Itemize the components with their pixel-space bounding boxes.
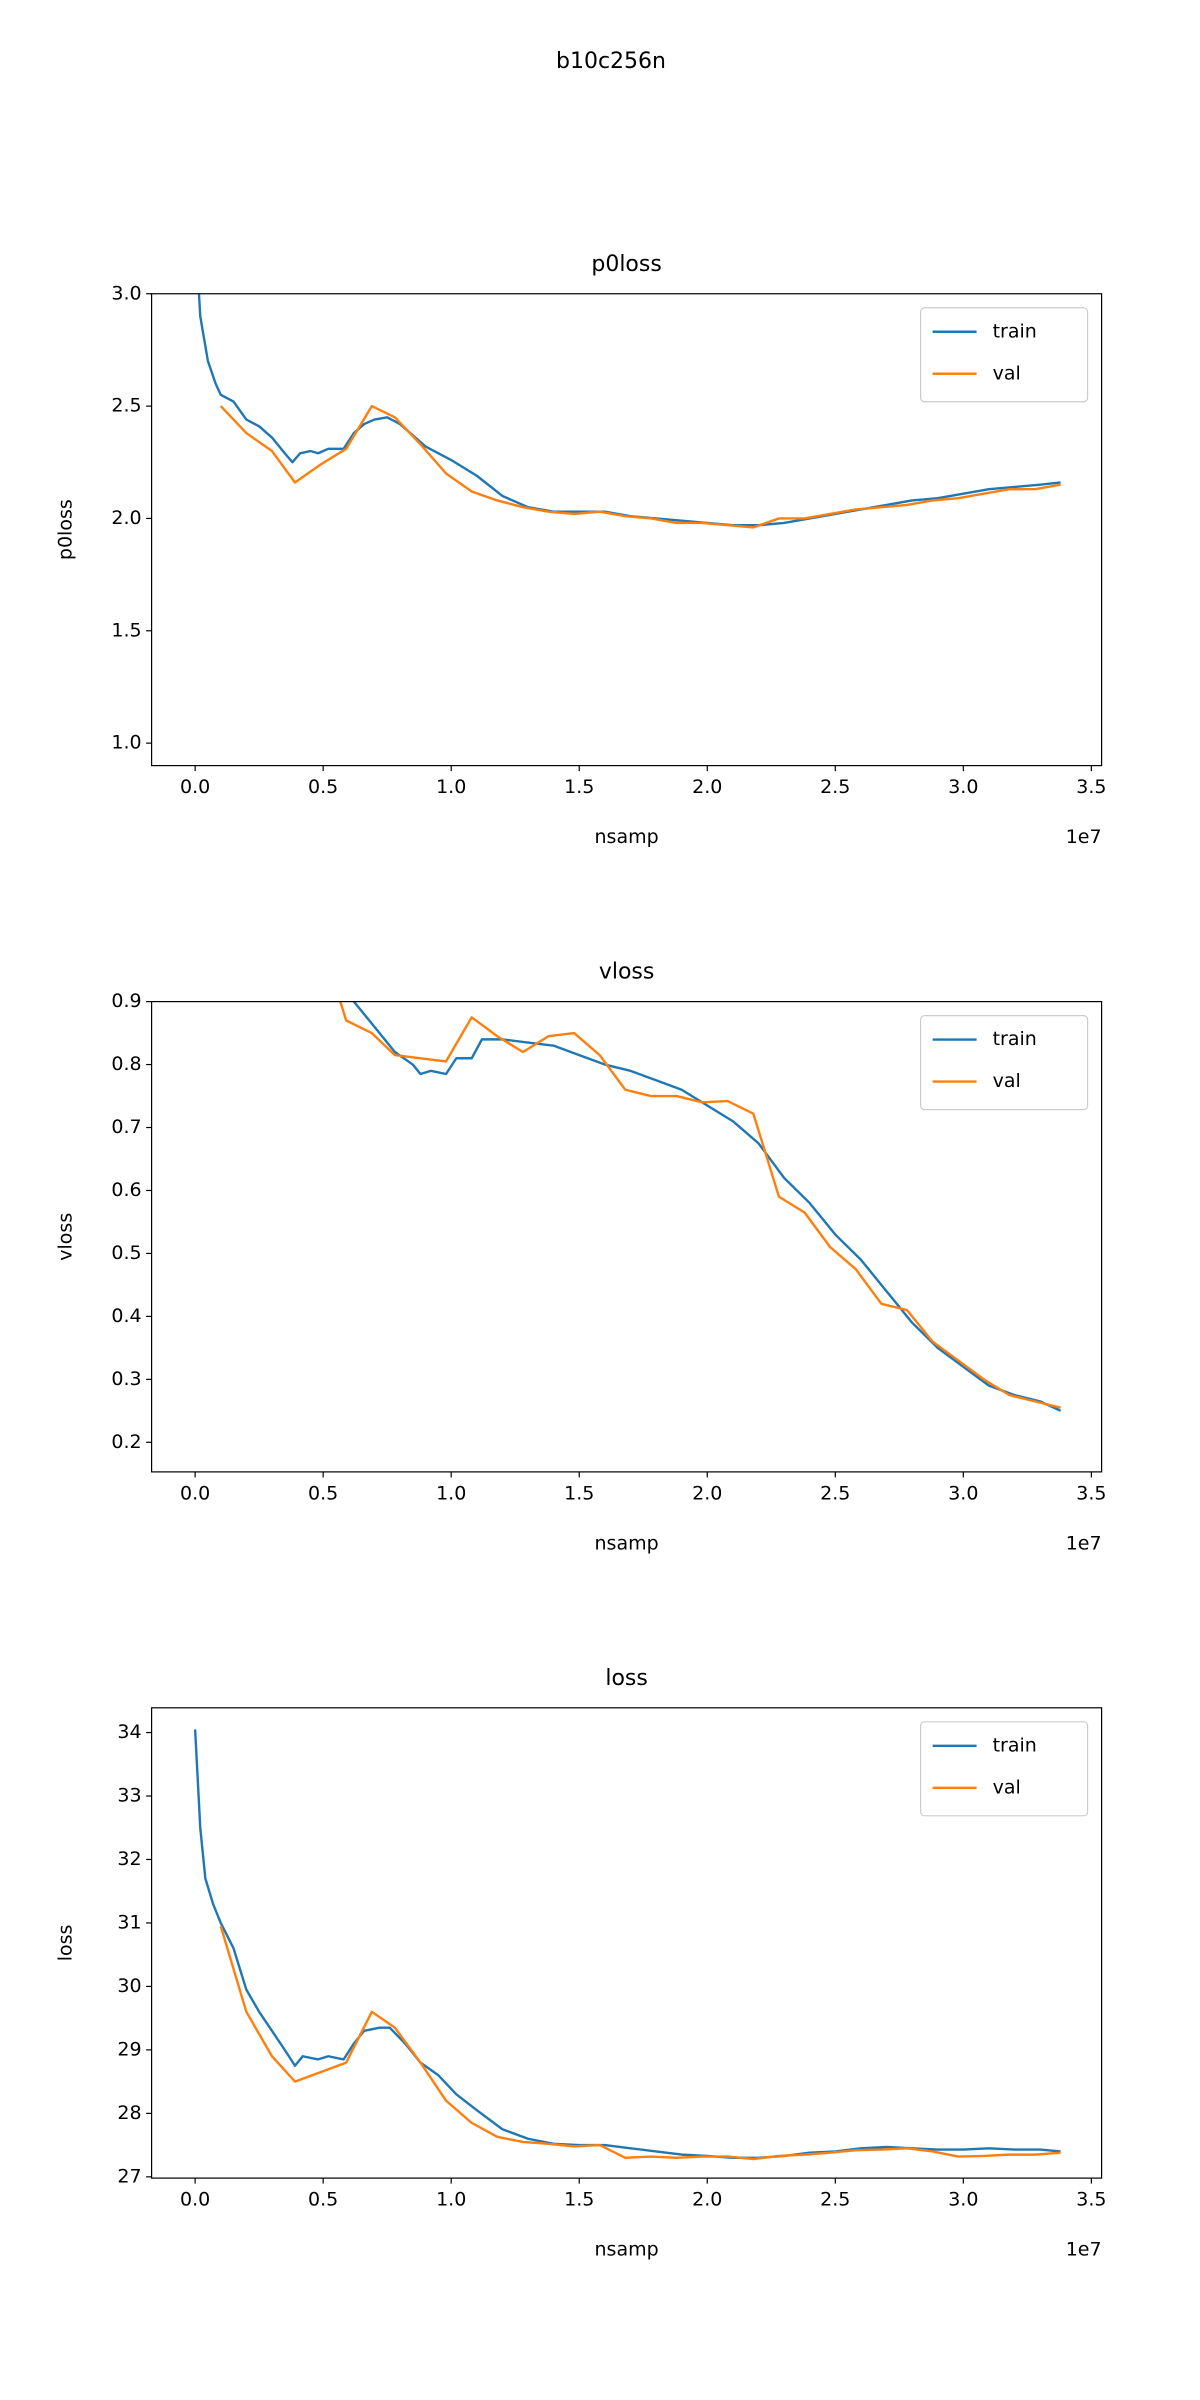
chart: loss nsamp 1e7 loss 0.0 0.5 1.0 1.5 2.0 2.5 3.0 3.5…	[55, 1666, 1107, 2261]
x-tick-label: 1.5	[564, 776, 594, 798]
x-axis-label: nsamp	[595, 2239, 659, 2261]
y-tick-label: 31	[117, 1911, 141, 1933]
y-tick-label: 2.0	[111, 507, 141, 529]
legend-label: train	[993, 1734, 1037, 1756]
x-tick-label: 2.0	[692, 2189, 722, 2211]
y-tick-label: 1.5	[111, 619, 141, 641]
legend: train val	[919, 307, 1089, 403]
plot-area	[197, 293, 1061, 529]
line-series	[339, 1001, 1061, 1409]
y-tick-label: 0.8	[111, 1053, 141, 1075]
y-tick-label: 0.7	[111, 1116, 141, 1138]
x-tick-label: 2.5	[820, 1482, 850, 1504]
x-offset-label: 1e7	[1066, 2239, 1102, 2261]
x-tick-label: 0.0	[180, 2189, 210, 2211]
legend: train val	[919, 1721, 1089, 1817]
y-axis-label: vloss	[55, 1213, 77, 1261]
y-tick-label: 0.4	[111, 1305, 141, 1327]
x-tick-label: 3.5	[1076, 2189, 1106, 2211]
y-tick-label: 29	[117, 2038, 141, 2060]
x-tick-label: 1.5	[564, 1482, 594, 1504]
chart-title: p0loss	[591, 252, 661, 277]
y-tick-label: 30	[117, 1975, 141, 1997]
x-tick-label: 2.5	[820, 2189, 850, 2211]
chart: p0loss nsamp 1e7 p0loss 0.0 0.5 1.0 1.5 2.0 2.5 3.…	[55, 252, 1107, 848]
y-tick-label: 0.9	[111, 990, 141, 1012]
y-tick-label: 0.3	[111, 1368, 141, 1390]
chart-title: loss	[605, 1666, 648, 1691]
x-tick-label: 0.0	[180, 1482, 210, 1504]
x-axis-label: nsamp	[595, 826, 659, 848]
x-offset-label: 1e7	[1066, 826, 1102, 848]
x-tick-label: 3.0	[948, 1482, 978, 1504]
plot-area	[193, 1729, 1061, 2161]
y-tick-label: 27	[117, 2165, 141, 2187]
x-tick-label: 0.5	[308, 776, 338, 798]
y-tick-label: 34	[117, 1721, 141, 1743]
axes-frame	[151, 1000, 1103, 1473]
y-tick-label: 32	[117, 1848, 141, 1870]
legend-label: val	[993, 1070, 1021, 1092]
x-tick-label: 0.0	[180, 776, 210, 798]
chart: vloss nsamp 1e7 vloss 0.0 0.5 1.0 1.5 2.0 2.5 3.0 3…	[55, 960, 1107, 1555]
line-series	[352, 1001, 1062, 1412]
legend-label: val	[993, 1776, 1021, 1798]
legend: train val	[919, 1014, 1089, 1111]
axes-frame	[151, 1707, 1103, 2179]
x-tick-label: 3.5	[1076, 1482, 1106, 1504]
x-tick-label: 3.0	[948, 776, 978, 798]
line-series	[219, 1925, 1061, 2161]
x-tick-label: 3.0	[948, 2189, 978, 2211]
line-series	[219, 404, 1061, 529]
legend-label: val	[993, 362, 1021, 384]
plot-area	[339, 1001, 1062, 1412]
y-tick-label: 1.0	[111, 732, 141, 754]
y-tick-label: 28	[117, 2102, 141, 2124]
y-axis-label: p0loss	[55, 499, 77, 560]
y-tick-label: 0.2	[111, 1431, 141, 1453]
axes-frame	[151, 293, 1103, 767]
x-tick-label: 1.0	[436, 2189, 466, 2211]
y-tick-label: 0.5	[111, 1242, 141, 1264]
x-axis-label: nsamp	[595, 1532, 659, 1554]
line-series	[193, 1729, 1061, 2159]
y-tick-label: 33	[117, 1785, 141, 1807]
x-tick-label: 2.0	[692, 1482, 722, 1504]
x-tick-label: 1.0	[436, 776, 466, 798]
y-tick-label: 0.6	[111, 1179, 141, 1201]
x-tick-label: 3.5	[1076, 776, 1106, 798]
figure-title: b10c256n	[556, 49, 666, 74]
y-axis-label: loss	[55, 1925, 77, 1962]
x-tick-label: 2.5	[820, 776, 850, 798]
y-tick-label: 3.0	[111, 282, 141, 304]
x-tick-label: 2.0	[692, 776, 722, 798]
x-tick-label: 1.0	[436, 1482, 466, 1504]
legend-label: train	[993, 1028, 1037, 1050]
x-tick-label: 0.5	[308, 1482, 338, 1504]
y-tick-label: 2.5	[111, 395, 141, 417]
x-offset-label: 1e7	[1066, 1532, 1102, 1554]
x-tick-label: 1.5	[564, 2189, 594, 2211]
chart-title: vloss	[599, 960, 655, 985]
x-tick-label: 0.5	[308, 2189, 338, 2211]
legend-label: train	[993, 320, 1037, 342]
